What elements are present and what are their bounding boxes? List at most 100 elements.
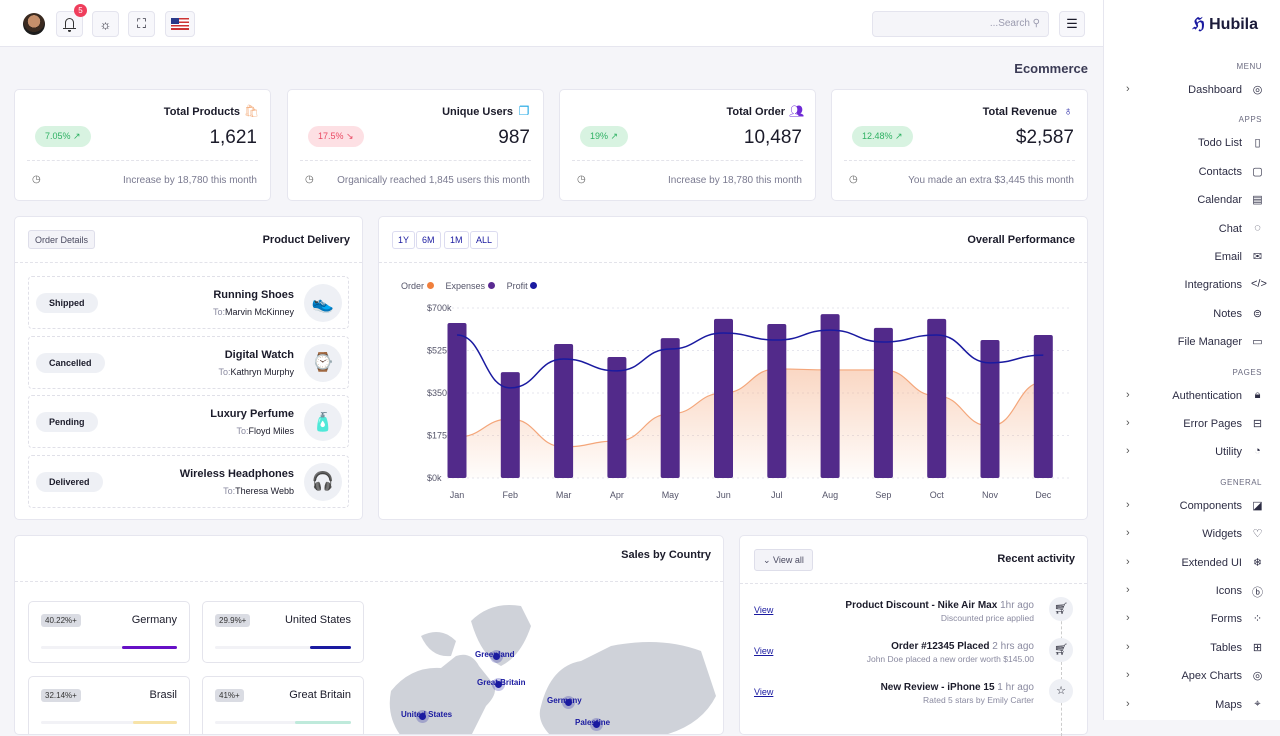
recipient: To:Floyd Miles <box>236 426 294 436</box>
sidebar-item-integrations[interactable]: Integrations </> <box>1104 276 1280 296</box>
apex-charts-icon: ◎ <box>1252 670 1263 683</box>
timeline-line <box>1061 606 1062 736</box>
brand-name: Hubila <box>1209 16 1258 33</box>
sidebar-item-maps[interactable]: › Maps ⌖ <box>1104 696 1280 716</box>
sidebar-item-dashboard[interactable]: › Dashboard ◎ <box>1104 81 1280 101</box>
stat-icon: ❐ <box>518 104 530 118</box>
profit-line <box>456 329 1044 389</box>
world-map[interactable] <box>381 596 721 735</box>
todo-list-icon: ▯ <box>1254 137 1261 150</box>
brand-logo[interactable]: ℌ Hubila <box>1193 14 1258 34</box>
sidebar-item-forms[interactable]: › Forms ⁘ <box>1104 610 1280 630</box>
card-header: Sales by Country <box>15 536 723 582</box>
sales-by-country-card: Sales by Country 40.22%+ Germany 29.9%+ … <box>14 535 724 735</box>
status-badge: Delivered <box>36 471 103 492</box>
chevron-right-icon: › <box>1126 527 1130 540</box>
tables-icon: ⊞ <box>1252 641 1263 654</box>
view-all-button[interactable]: ⌄ View all <box>754 549 813 571</box>
country-percent: 41%+ <box>215 689 244 702</box>
fullscreen-button[interactable]: ⛶ <box>128 11 155 37</box>
sidebar-item-icons[interactable]: › Icons ⓑ <box>1104 582 1280 602</box>
view-link[interactable]: View <box>754 605 774 615</box>
search-input[interactable]: ...Search ⚲ <box>872 11 1049 37</box>
product-image: 🧴 <box>304 403 342 441</box>
to-prefix: To: <box>236 426 249 436</box>
legend-item[interactable]: Expenses <box>446 281 501 291</box>
notes-icon: ⊜ <box>1252 307 1263 320</box>
activity-time: 1 hr ago <box>997 682 1034 693</box>
sidebar-item-extended-ui[interactable]: › Extended UI ❄ <box>1104 554 1280 574</box>
legend-item[interactable]: Order <box>401 281 440 291</box>
widgets-icon: ♡ <box>1252 528 1263 541</box>
stat-footer: Increase by 18,780 this month <box>668 175 802 186</box>
range-1y-button[interactable]: 1Y <box>392 231 416 249</box>
map-marker[interactable] <box>419 713 426 720</box>
change-badge: 12.48% ↗ <box>852 126 913 147</box>
change-value: 17.5% <box>318 131 344 141</box>
sidebar-item-file-manager[interactable]: File Manager ▭ <box>1104 333 1280 353</box>
delivery-item[interactable]: Delivered Wireless Headphones To:Theresa… <box>28 454 349 508</box>
progress-fill <box>122 646 177 649</box>
stat-card: Unique Users ❐ 17.5% ↘ 987 ◷ Organically… <box>287 89 544 201</box>
sidebar-item-chat[interactable]: Chat ◌ <box>1104 220 1280 240</box>
sidebar-item-utility[interactable]: › Utility ◔ <box>1104 443 1280 463</box>
sidebar-item-apex-charts[interactable]: › Apex Charts ◎ <box>1104 667 1280 687</box>
components-icon: ◪ <box>1252 499 1263 512</box>
map-marker[interactable] <box>493 653 500 660</box>
activity-subtitle: Discounted price applied <box>940 613 1034 623</box>
sidebar-item-tables[interactable]: › Tables ⊞ <box>1104 639 1280 659</box>
clock-icon: ◷ <box>849 174 858 185</box>
menu-toggle-button[interactable]: ☰ <box>1059 11 1085 37</box>
stat-value: 987 <box>498 127 530 148</box>
sidebar-item-authentication[interactable]: › Authentication 🔒︎ <box>1104 387 1280 407</box>
nav-section-title: APPS <box>1238 115 1262 125</box>
sidebar-item-todo-list[interactable]: Todo List ▯ <box>1104 134 1280 154</box>
product-name: Digital Watch <box>224 348 294 361</box>
fullscreen-icon: ⛶ <box>136 16 147 31</box>
view-link[interactable]: View <box>754 646 774 656</box>
sidebar-item-widgets[interactable]: › Widgets ♡ <box>1104 525 1280 545</box>
sidebar-item-contacts[interactable]: Contacts ▢ <box>1104 163 1280 183</box>
order-bar <box>767 324 787 478</box>
range-all-button[interactable]: ALL <box>470 231 499 249</box>
country-name: Great Britain <box>289 689 351 701</box>
card-title: Overall Performance <box>967 234 1075 246</box>
view-link[interactable]: View <box>754 687 774 697</box>
sidebar-item-label: File Manager <box>1177 336 1242 349</box>
sidebar-item-label: Widgets <box>1202 528 1242 541</box>
delivery-item[interactable]: Cancelled Digital Watch To:Kathryn Murph… <box>28 335 349 389</box>
delivery-item[interactable]: Shipped Running Shoes To:Marvin McKinney… <box>28 276 349 329</box>
range-1m-button[interactable]: 1M <box>444 231 469 249</box>
sidebar-item-calendar[interactable]: Calendar ▤ <box>1104 191 1280 211</box>
recipient: To:Kathryn Murphy <box>218 367 294 377</box>
order-bar <box>1033 334 1053 478</box>
to-prefix: To: <box>218 366 231 377</box>
order-bar <box>554 343 574 478</box>
theme-toggle-button[interactable]: ☼ <box>92 11 119 37</box>
chevron-right-icon: › <box>1126 83 1130 95</box>
activity-item: View Product Discount - Nike Air Max 1hr… <box>740 597 1087 637</box>
change-badge: 17.5% ↘ <box>308 126 364 147</box>
order-details-button[interactable]: Order Details <box>28 230 96 249</box>
sidebar-item-notes[interactable]: Notes ⊜ <box>1104 305 1280 325</box>
sidebar-item-components[interactable]: › Components ◪ <box>1104 497 1280 517</box>
user-avatar[interactable] <box>23 13 45 35</box>
map-marker[interactable] <box>495 681 502 688</box>
notifications-button[interactable]: 5 <box>56 4 87 37</box>
legend-label: Order <box>401 281 425 291</box>
cart-icon: 🛒︎ <box>1049 597 1073 621</box>
delivery-item[interactable]: Pending Luxury Perfume To:Floyd Miles 🧴 <box>28 395 349 448</box>
legend-item[interactable]: Profit <box>507 281 544 291</box>
utility-icon: ◔ <box>1254 445 1261 458</box>
language-button[interactable] <box>165 11 195 37</box>
x-tick-label: Dec <box>1035 490 1052 500</box>
maps-icon: ⌖ <box>1254 697 1261 710</box>
sidebar-item-email[interactable]: Email ✉ <box>1104 248 1280 268</box>
nav-section-title: GENERAL <box>1220 477 1262 487</box>
range-6m-button[interactable]: 6M <box>416 231 441 249</box>
map-label: Palestine <box>575 718 611 727</box>
x-tick-label: Nov <box>982 490 999 500</box>
sidebar-item-label: Maps <box>1215 698 1242 711</box>
map-marker[interactable] <box>565 699 572 706</box>
sidebar-item-error-pages[interactable]: › Error Pages ⊟ <box>1104 415 1280 435</box>
